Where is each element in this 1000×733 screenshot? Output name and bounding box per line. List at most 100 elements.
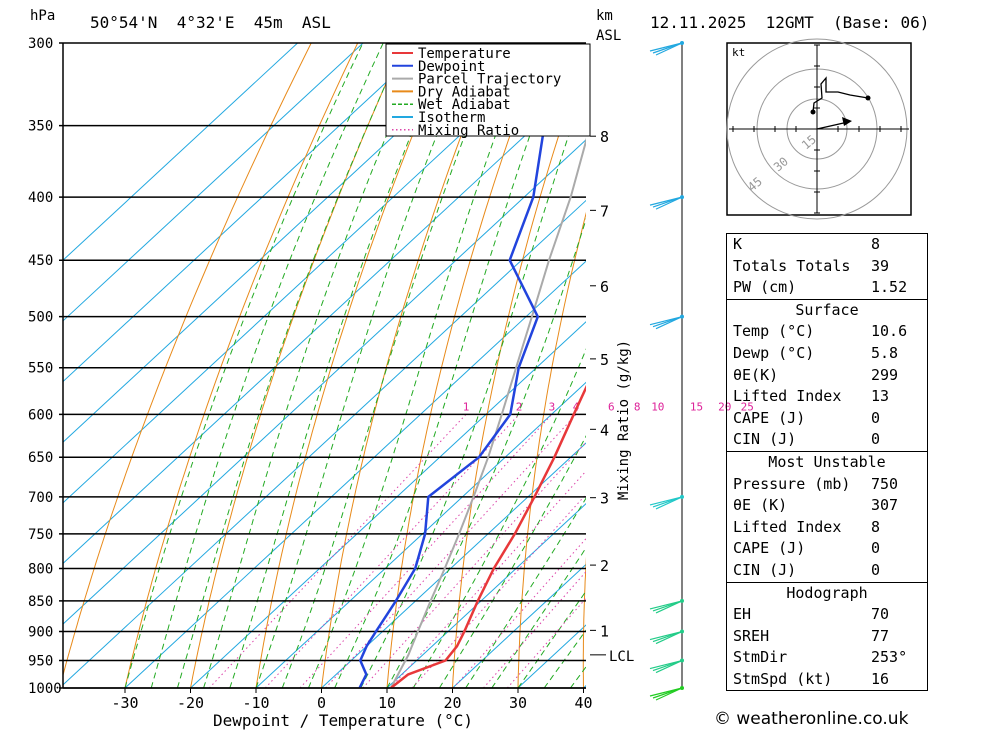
pressure-tick-label: 1000 (28, 681, 62, 697)
surface-theta-row: θE(K) 299 (727, 365, 927, 387)
pressure-tick-label: 500 (28, 310, 53, 326)
isotherm-line (63, 139, 586, 625)
axes: -30 -20 -10 0 10 20 30 40 (62, 43, 593, 712)
mixing-ratio-line (325, 413, 577, 688)
wind-barb-stroke (655, 631, 683, 645)
wind-barb-icon (649, 630, 683, 645)
tt-row: Totals Totals 39 (727, 256, 927, 278)
surface-title: Surface (795, 300, 859, 319)
wind-barb-icon (649, 496, 683, 510)
mu-pressure-value: 750 (871, 474, 899, 493)
surface-cin-label: CIN (J) (733, 430, 797, 449)
x-tick-label: -10 (242, 694, 269, 712)
stmdir-value: 253° (871, 648, 908, 667)
mu-theta-value: 307 (871, 496, 899, 515)
pw-row: PW (cm) 1.52 (727, 277, 927, 299)
hodograph-trace (812, 76, 869, 113)
wind-profile (649, 41, 684, 701)
wet-adiabat-line (517, 590, 586, 688)
k-value: 8 (871, 235, 881, 253)
x-tick-label: -20 (177, 694, 204, 712)
copyright-footer[interactable]: © weatheronline.co.uk (714, 709, 909, 729)
mixing-ratio-label: 3 (549, 400, 556, 413)
wet-adiabat-line (203, 43, 427, 688)
stmspd-row: StmSpd (kt) 16 (727, 669, 927, 691)
hodograph-stats-section: Hodograph EH 70 SREH 77 StmDir 253° StmSpd … (727, 581, 927, 691)
km-tick-label: 6 (600, 278, 609, 296)
wet-adiabat-line (124, 43, 364, 688)
x-axis-title: Dewpoint / Temperature (°C) (213, 711, 473, 730)
mu-cape-value: 0 (871, 539, 881, 558)
km-tick-label: 5 (600, 351, 609, 369)
eh-label: EH (733, 605, 752, 624)
pressure-tick-label: 350 (28, 119, 53, 135)
dry-adiabat-line (647, 43, 729, 688)
mu-cape-row: CAPE (J) 0 (727, 538, 927, 560)
x-tick-label: 20 (443, 694, 461, 712)
x-tick-label: 40 (574, 694, 592, 712)
pw-label: PW (cm) (733, 278, 797, 297)
wind-barb-stroke (655, 687, 683, 701)
pressure-tick-label: 900 (28, 625, 53, 641)
most-unstable-title: Most Unstable (768, 452, 886, 471)
mixing-ratio-label: 15 (690, 400, 703, 413)
km-tick-label: 8 (600, 128, 609, 146)
pressure-tick-label: 600 (28, 407, 53, 423)
km-label: km (596, 8, 613, 24)
tt-label: Totals Totals (733, 256, 851, 275)
hodograph-stats-title: Hodograph (786, 583, 868, 602)
stmspd-value: 16 (871, 669, 890, 688)
stmdir-row: StmDir 253° (727, 647, 927, 669)
km-tick-label: 3 (600, 490, 609, 508)
wet-adiabat-line (334, 43, 564, 688)
wind-barb-stroke (655, 600, 683, 614)
profile-series (358, 68, 586, 688)
km-tick-label: 4 (600, 421, 609, 439)
hodograph-unit: kt (732, 46, 745, 59)
pressure-tick-label: 300 (28, 36, 53, 52)
surface-temp-value: 10.6 (871, 322, 908, 341)
legend-label: Temperature (418, 46, 511, 62)
location-title: 50°54'N 4°32'E 45m ASL (90, 13, 331, 32)
mu-li-row: Lifted Index 8 (727, 517, 927, 539)
isotherm-line (63, 43, 429, 383)
legend-label: Isotherm (418, 110, 485, 126)
dry-adiabat-line (991, 43, 1000, 688)
km-tick-label: 1 (600, 622, 609, 640)
legend-label: Mixing Ratio (418, 123, 519, 139)
mu-cin-row: CIN (J) 0 (727, 560, 927, 582)
mixing-ratio-label: 1 (463, 400, 470, 413)
dry-adiabat-line (582, 556, 586, 688)
series-parcel-trajectory (390, 137, 586, 688)
storm-motion-arrowhead-icon (842, 117, 852, 126)
mixing-ratio-line (483, 570, 586, 688)
x-tick-label: 10 (378, 694, 396, 712)
isotherm-line (452, 563, 586, 688)
wind-barb-stroke (655, 42, 683, 56)
storm-motion-arrow (816, 121, 849, 130)
wind-barb-stroke (655, 196, 683, 210)
wet-adiabat-line (255, 43, 475, 688)
isotherm-line (386, 503, 586, 688)
surface-temp-row: Temp (°C) 10.6 (727, 321, 927, 343)
wind-barb-icon (649, 196, 683, 210)
mixing-ratio-label: 20 (718, 400, 731, 413)
pressure-tick-label: 450 (28, 253, 53, 269)
dry-adiabat-line (321, 43, 498, 688)
surface-li-label: Lifted Index (733, 387, 842, 406)
series-temperature (390, 384, 586, 688)
dry-adiabat-line (190, 43, 405, 688)
pressure-tick-label: 750 (28, 527, 53, 543)
mixing-ratio-line (299, 413, 553, 688)
wind-barb-stroke (655, 496, 683, 510)
eh-value: 70 (871, 605, 890, 624)
isotherm-line (124, 260, 586, 688)
datetime-title: 12.11.2025 12GMT (Base: 06) (650, 13, 929, 32)
wind-barb-stroke (655, 316, 683, 330)
dry-adiabat-line (938, 43, 977, 688)
stmspd-label: StmSpd (kt) (733, 669, 833, 688)
isotherm-line (63, 199, 586, 686)
